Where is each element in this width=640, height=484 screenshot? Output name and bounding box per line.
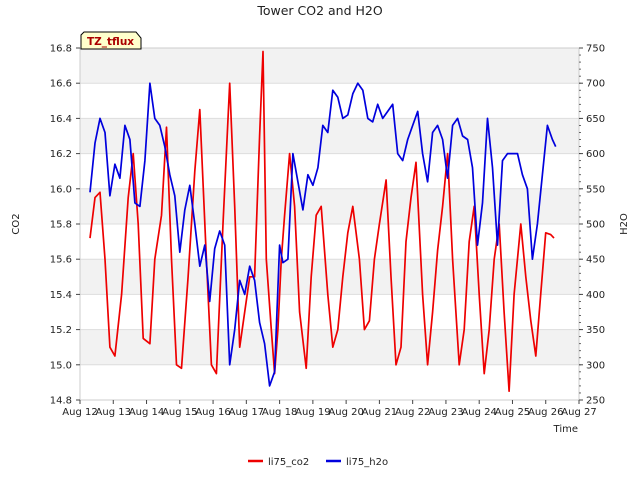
y-left-tick-label: 14.8 bbox=[50, 396, 72, 407]
x-tick-label: Aug 27 bbox=[561, 407, 596, 418]
y-right-tick-label: 550 bbox=[586, 184, 605, 195]
y-right-tick-label: 500 bbox=[586, 220, 605, 231]
x-tick-label: Aug 21 bbox=[362, 407, 397, 418]
x-tick-label: Aug 23 bbox=[428, 407, 463, 418]
grid-band bbox=[80, 259, 579, 295]
y-left-tick-label: 16.4 bbox=[50, 114, 72, 125]
y-right-tick-label: 300 bbox=[586, 360, 605, 371]
legend-label-co2: li75_co2 bbox=[268, 457, 309, 468]
x-tick-label: Aug 17 bbox=[229, 407, 264, 418]
grid-band bbox=[80, 364, 579, 400]
y-left-tick-label: 15.2 bbox=[50, 325, 72, 336]
y-left-ticks: 14.8 15.0 15.2 15.4 15.6 15.8 16.0 16.2 16.4 16.6… bbox=[50, 44, 80, 407]
y-left-tick-label: 15.8 bbox=[50, 220, 72, 231]
y-right-ticks: 250 300 350 400 450 500 550 600 650 700 750 bbox=[579, 44, 605, 407]
x-tick-label: Aug 18 bbox=[262, 407, 297, 418]
x-tick-label: Aug 12 bbox=[62, 407, 97, 418]
y-left-tick-label: 16.2 bbox=[50, 149, 72, 160]
y-right-tick-label: 250 bbox=[586, 396, 605, 407]
y-right-tick-label: 400 bbox=[586, 290, 605, 301]
grid-band bbox=[80, 48, 579, 84]
y-left-tick-label: 16.0 bbox=[50, 184, 72, 195]
chart-title: Tower CO2 and H2O bbox=[256, 3, 383, 18]
series-layer bbox=[89, 50, 557, 393]
x-tick-label: Aug 15 bbox=[162, 407, 197, 418]
x-axis-label: Time bbox=[553, 424, 578, 435]
x-tick-label: Aug 16 bbox=[195, 407, 230, 418]
x-tick-label: Aug 24 bbox=[461, 407, 496, 418]
x-tick-label: Aug 25 bbox=[495, 407, 530, 418]
y-left-tick-label: 15.4 bbox=[50, 290, 72, 301]
grid-band bbox=[80, 188, 579, 224]
y-left-tick-label: 16.8 bbox=[50, 44, 72, 55]
y-right-tick-label: 450 bbox=[586, 255, 605, 266]
badge-label: TZ_tflux bbox=[87, 36, 134, 48]
x-tick-label: Aug 20 bbox=[328, 407, 363, 418]
legend-label-h2o: li75_h2o bbox=[346, 457, 388, 468]
y-right-tick-label: 750 bbox=[586, 44, 605, 55]
series-line-li75_co2 bbox=[89, 50, 555, 393]
y-right-tick-label: 700 bbox=[586, 79, 605, 90]
badge-box bbox=[80, 31, 142, 50]
y-left-tick-label: 15.6 bbox=[50, 255, 72, 266]
series-line-li75_h2o bbox=[89, 82, 557, 387]
badge: TZ_tflux bbox=[80, 31, 142, 50]
y-right-tick-label: 350 bbox=[586, 325, 605, 336]
x-tick-label: Aug 13 bbox=[96, 407, 131, 418]
x-tick-label: Aug 19 bbox=[295, 407, 330, 418]
x-tick-label: Aug 26 bbox=[528, 407, 563, 418]
legend: li75_co2 li75_h2o bbox=[248, 457, 388, 468]
y-left-axis-label: CO2 bbox=[11, 213, 22, 234]
y-right-tick-label: 600 bbox=[586, 149, 605, 160]
y-right-axis-label: H2O bbox=[619, 213, 630, 235]
y-left-tick-label: 16.6 bbox=[50, 79, 72, 90]
x-tick-label: Aug 22 bbox=[395, 407, 430, 418]
y-right-tick-label: 650 bbox=[586, 114, 605, 125]
x-tick-label: Aug 14 bbox=[129, 407, 164, 418]
y-left-tick-label: 15.0 bbox=[50, 360, 72, 371]
grid bbox=[80, 47, 579, 401]
grid-band bbox=[80, 329, 579, 365]
